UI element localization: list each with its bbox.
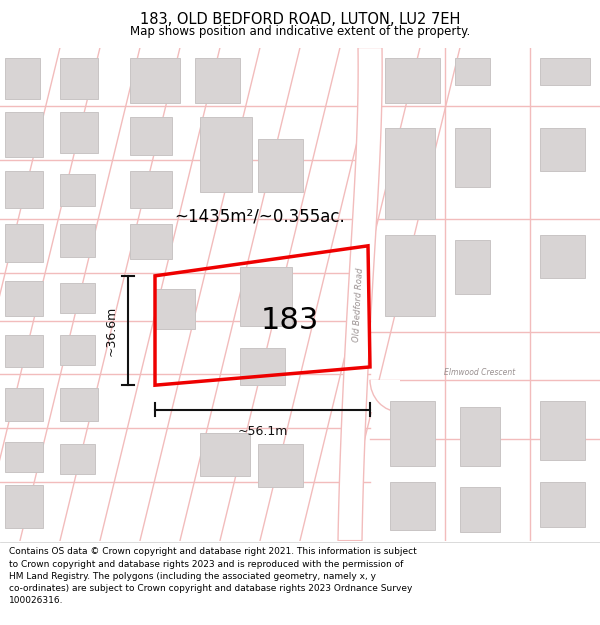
Bar	[390, 401, 435, 466]
Bar	[385, 128, 435, 219]
Bar	[240, 348, 285, 385]
Bar	[460, 407, 500, 466]
Bar	[540, 128, 585, 171]
Bar	[5, 388, 43, 421]
Bar	[130, 224, 172, 259]
Bar	[5, 112, 43, 157]
Bar	[540, 58, 590, 85]
Bar	[155, 289, 195, 329]
Text: ~36.6m: ~36.6m	[105, 306, 118, 356]
Bar	[5, 58, 40, 99]
Text: Contains OS data © Crown copyright and database right 2021. This information is : Contains OS data © Crown copyright and d…	[9, 548, 417, 605]
Bar	[385, 58, 440, 103]
Bar	[60, 58, 98, 99]
Text: ~1435m²/~0.355ac.: ~1435m²/~0.355ac.	[175, 208, 346, 226]
Bar	[60, 224, 95, 256]
Text: ~56.1m: ~56.1m	[238, 425, 287, 438]
Text: 183: 183	[261, 306, 319, 336]
Text: Map shows position and indicative extent of the property.: Map shows position and indicative extent…	[130, 25, 470, 38]
Bar	[540, 235, 585, 278]
Bar	[455, 241, 490, 294]
Bar	[240, 268, 292, 326]
Bar	[60, 335, 95, 365]
Bar	[5, 281, 43, 316]
Bar	[5, 442, 43, 472]
Bar	[455, 128, 490, 187]
Bar	[455, 58, 490, 85]
Bar	[60, 444, 95, 474]
Bar	[5, 335, 43, 367]
Bar	[460, 487, 500, 532]
Bar	[60, 283, 95, 313]
Bar	[258, 444, 303, 487]
Bar	[390, 482, 435, 530]
Bar	[200, 433, 250, 476]
Bar	[200, 117, 252, 192]
Bar	[195, 58, 240, 103]
Bar	[540, 482, 585, 527]
Polygon shape	[338, 48, 382, 541]
Bar	[130, 171, 172, 208]
Bar	[5, 171, 43, 208]
Bar	[60, 112, 98, 152]
Bar	[5, 224, 43, 262]
Text: Elmwood Crescent: Elmwood Crescent	[445, 368, 515, 377]
Bar	[540, 401, 585, 460]
Bar	[130, 58, 180, 103]
Bar	[60, 174, 95, 206]
Bar	[370, 380, 400, 412]
Bar	[258, 139, 303, 192]
Bar	[60, 388, 98, 421]
Text: Old Bedford Road: Old Bedford Road	[352, 268, 364, 342]
Bar	[130, 117, 172, 155]
Text: 183, OLD BEDFORD ROAD, LUTON, LU2 7EH: 183, OLD BEDFORD ROAD, LUTON, LU2 7EH	[140, 12, 460, 27]
Bar	[385, 235, 435, 316]
Bar	[5, 485, 43, 528]
